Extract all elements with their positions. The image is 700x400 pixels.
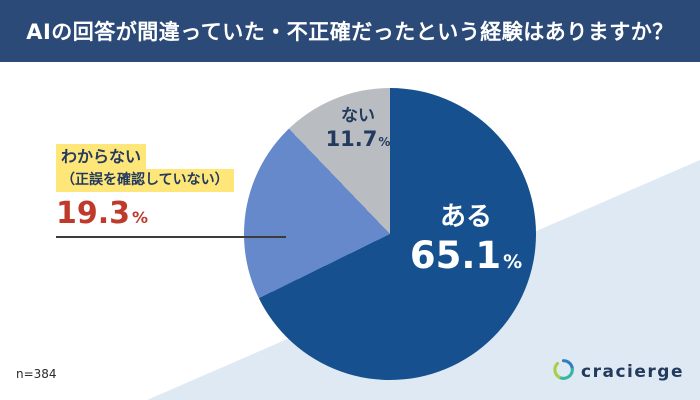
segment-nai-value: 11.7%	[310, 127, 406, 151]
nai-value-unit: %	[378, 135, 391, 149]
wakaranai-line1-row: わからない	[56, 144, 234, 169]
aru-value-unit: %	[503, 251, 523, 273]
wakaranai-value-number: 19.3	[56, 195, 131, 231]
wakaranai-line2-row: （正誤を確認していない）	[56, 169, 234, 192]
page-title: AIの回答が間違っていた・不正確だったという経験はありますか？	[26, 20, 674, 44]
segment-label-aru: ある 65.1%	[391, 196, 541, 274]
wakaranai-value-unit: %	[132, 207, 149, 227]
header: AIの回答が間違っていた・不正確だったという経験はありますか？	[0, 0, 700, 62]
cracierge-logo-icon	[552, 358, 575, 385]
segment-wakaranai-value: 19.3%	[56, 195, 234, 231]
segment-label-nai: ない 11.7%	[310, 101, 406, 151]
segment-nai-name: ない	[341, 106, 375, 126]
leader-line	[56, 236, 286, 238]
wakaranai-line2: （正誤を確認していない）	[56, 169, 234, 192]
segment-label-wakaranai: わからない （正誤を確認していない） 19.3%	[56, 144, 234, 229]
brand-logo: cracierge	[552, 358, 684, 385]
nai-value-number: 11.7	[325, 127, 378, 151]
segment-aru-name: ある	[439, 202, 492, 232]
aru-value-number: 65.1	[409, 234, 502, 277]
brand-name: cracierge	[581, 361, 684, 382]
pie-chart	[244, 88, 536, 380]
segment-aru-value: 65.1%	[391, 237, 541, 274]
sample-size-note: n=384	[16, 367, 57, 381]
wakaranai-line1: わからない	[56, 144, 147, 169]
